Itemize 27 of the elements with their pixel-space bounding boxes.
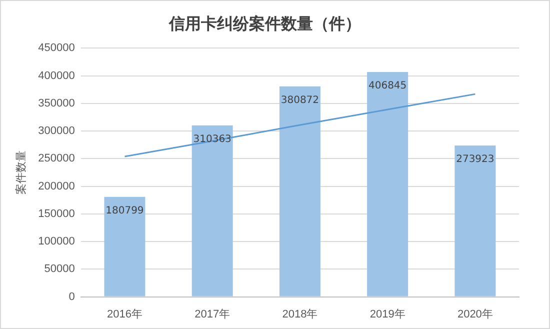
y-tick-label: 400000 xyxy=(38,70,75,82)
x-tick-label: 2017年 xyxy=(194,308,230,320)
y-tick-label: 300000 xyxy=(38,125,75,138)
data-label: 310363 xyxy=(193,134,232,145)
bar xyxy=(279,86,320,296)
data-label: 180799 xyxy=(106,206,144,217)
chart-title: 信用卡纠纷案件数量（件） xyxy=(168,14,361,33)
y-tick-label: 100000 xyxy=(38,236,75,248)
data-label: 406845 xyxy=(368,80,407,92)
y-tick-label: 50000 xyxy=(44,263,75,276)
x-tick-label: 2019年 xyxy=(370,308,406,320)
y-tick-label: 350000 xyxy=(38,97,75,110)
bar xyxy=(454,145,496,296)
bar xyxy=(367,72,408,296)
data-label: 273923 xyxy=(456,154,494,166)
data-label: 380872 xyxy=(280,94,320,106)
y-tick-label: 150000 xyxy=(38,208,75,220)
y-axis-title: 案件数量 xyxy=(14,150,28,194)
x-tick-label: 2020年 xyxy=(457,308,493,320)
y-tick-label: 200000 xyxy=(38,180,75,192)
y-tick-label: 250000 xyxy=(38,152,75,165)
y-tick-label: 450000 xyxy=(38,42,75,54)
bar xyxy=(104,196,146,296)
x-tick-label: 2016年 xyxy=(106,308,142,320)
x-tick-label: 2018年 xyxy=(282,308,318,320)
bar xyxy=(192,125,233,296)
y-tick-label: 0 xyxy=(68,290,75,303)
